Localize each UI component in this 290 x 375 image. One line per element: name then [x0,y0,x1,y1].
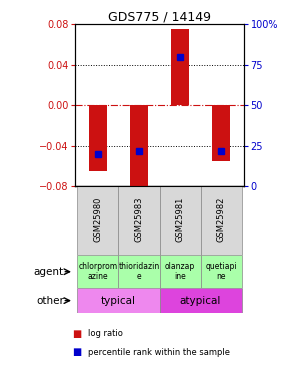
Text: GSM25982: GSM25982 [217,196,226,242]
Text: other: other [36,296,64,306]
Title: GDS775 / 14149: GDS775 / 14149 [108,10,211,23]
Text: atypical: atypical [180,296,221,306]
Text: log ratio: log ratio [88,329,123,338]
Bar [77,288,160,313]
Text: typical: typical [101,296,136,306]
Bar [130,105,148,191]
Bar [200,186,242,255]
Text: percentile rank within the sample: percentile rank within the sample [88,348,231,357]
Text: ■: ■ [72,329,82,339]
Bar [160,255,200,288]
Bar [119,255,160,288]
Bar [160,288,242,313]
Text: quetiapi
ne: quetiapi ne [205,262,237,281]
Bar [212,105,230,161]
Bar [89,105,107,171]
Text: GSM25981: GSM25981 [175,196,184,242]
Text: agent: agent [34,267,64,277]
Text: thioridazin
e: thioridazin e [118,262,160,281]
Text: ■: ■ [72,348,82,357]
Bar [119,186,160,255]
Text: GSM25983: GSM25983 [135,196,144,242]
Text: GSM25980: GSM25980 [93,196,102,242]
Text: chlorprom
azine: chlorprom azine [78,262,117,281]
Text: olanzap
ine: olanzap ine [165,262,195,281]
Bar [171,29,189,105]
Bar [77,186,119,255]
Bar [77,255,119,288]
Bar [160,186,200,255]
Bar [200,255,242,288]
